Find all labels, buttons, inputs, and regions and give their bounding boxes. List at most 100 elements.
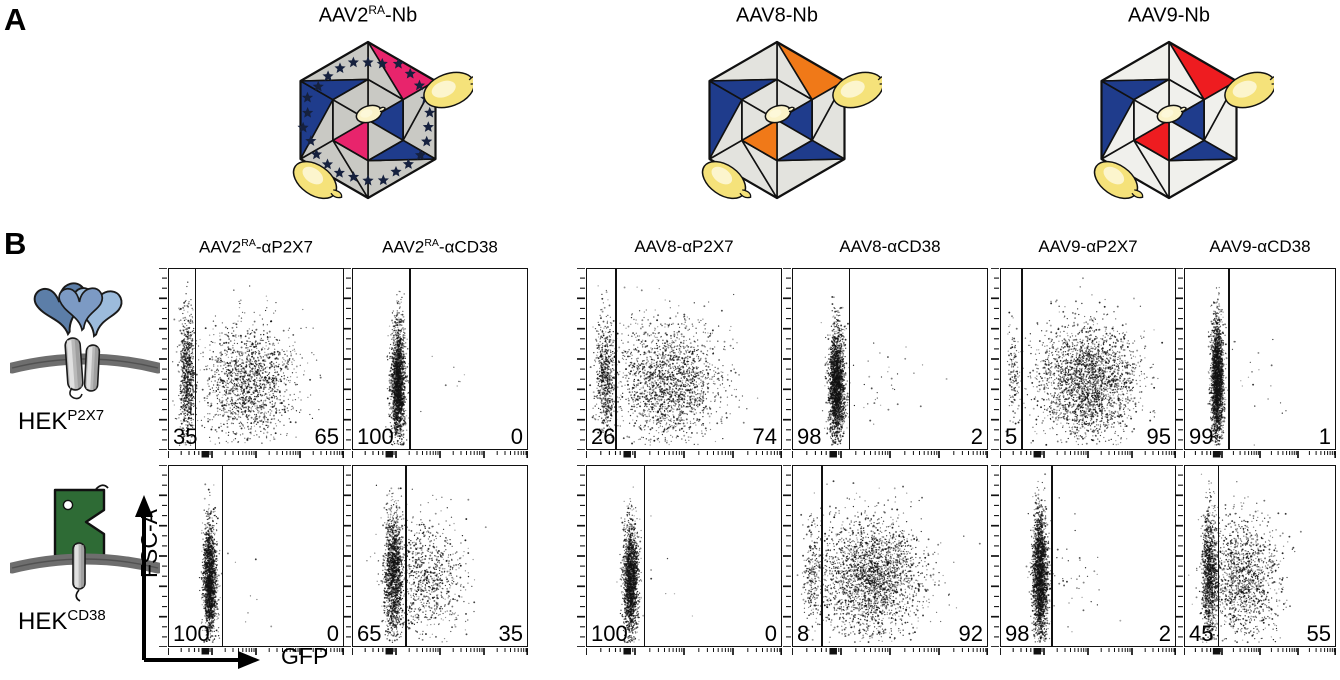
column-title-tail: -αCD38 — [882, 237, 941, 256]
scatter-dots — [169, 269, 343, 449]
y-axis-ticks — [782, 268, 791, 450]
gate-percent-negative: 99 — [1189, 426, 1213, 448]
gate-line[interactable] — [615, 269, 617, 449]
gate-percent-negative: 26 — [591, 426, 615, 448]
gate-line[interactable] — [194, 269, 197, 449]
y-axis-ticks — [342, 268, 351, 450]
column-title-sup: RA — [241, 237, 256, 249]
capsid-title-sup: RA — [368, 3, 385, 17]
gate-percent-negative: 5 — [1005, 426, 1017, 448]
scatter-dots — [353, 466, 527, 646]
scatter-dots — [587, 466, 781, 646]
cell-label-hek-cd38: HEKCD38 — [18, 608, 106, 634]
scatter-dots — [353, 269, 527, 449]
cell-label-hek-p2x7: HEKP2X7 — [18, 408, 104, 434]
column-title-3: AAV8-αCD38 — [792, 238, 988, 255]
column-title-main: AAV2 — [382, 238, 424, 257]
cell-schematic-hek-cd38 — [10, 472, 160, 607]
y-axis-ticks — [782, 465, 791, 647]
cell-label-sup: CD38 — [67, 607, 105, 624]
capsid-diagram-aav2ra — [263, 28, 473, 213]
scatter-dots — [793, 269, 987, 449]
flow-plot[interactable]: 98 2 — [792, 268, 988, 450]
gate-percent-negative: 98 — [1005, 623, 1029, 645]
axis-arrows — [135, 495, 260, 669]
capsid-title-main: AAV9 — [1128, 5, 1178, 27]
flow-plot[interactable]: 100 0 — [586, 465, 782, 647]
gate-line[interactable] — [409, 269, 411, 449]
x-axis-ticks — [352, 451, 528, 460]
gate-line[interactable] — [1051, 466, 1053, 646]
gate-percent-negative: 100 — [357, 426, 394, 448]
column-title-main: AAV2 — [199, 238, 241, 257]
flow-plot[interactable]: 5 95 — [1000, 268, 1176, 450]
capsid-title-main: AAV8 — [736, 5, 786, 27]
gate-percent-negative: 100 — [591, 623, 628, 645]
column-title-tail: -αP2X7 — [677, 237, 734, 256]
gate-line[interactable] — [1021, 269, 1023, 449]
gate-line[interactable] — [221, 466, 224, 646]
panel-a-letter: A — [4, 4, 26, 35]
scatter-dots — [169, 466, 343, 646]
gate-line[interactable] — [1217, 466, 1220, 646]
column-title-2: AAV8-αP2X7 — [586, 238, 782, 255]
y-axis-ticks — [1174, 268, 1183, 450]
cell-schematic-hek-p2x7 — [10, 272, 160, 407]
column-title-tail: -αP2X7 — [256, 238, 313, 257]
gate-percent-negative: 35 — [173, 426, 197, 448]
x-axis-ticks — [586, 648, 782, 657]
flow-plot[interactable]: 8 92 — [792, 465, 988, 647]
gate-line[interactable] — [404, 466, 407, 646]
capsid-title-aav9: AAV9-Nb — [1064, 4, 1274, 26]
gate-percent-negative: 65 — [357, 623, 381, 645]
y-axis-ticks — [990, 268, 999, 450]
y-axis-ticks — [576, 465, 585, 647]
y-axis-ticks — [158, 268, 167, 450]
x-axis-ticks — [352, 648, 528, 657]
scatter-dots — [1001, 466, 1175, 646]
gate-line[interactable] — [848, 269, 851, 449]
flow-plot[interactable]: 100 0 — [168, 465, 344, 647]
column-title-5: AAV9-αCD38 — [1184, 238, 1336, 255]
column-title-main: AAV9 — [1038, 237, 1080, 256]
column-title-1: AAV2RA-αCD38 — [352, 238, 528, 256]
column-title-0: AAV2RA-αP2X7 — [168, 238, 344, 256]
gate-percent-negative: 98 — [797, 426, 821, 448]
flow-plot[interactable]: 65 35 — [352, 465, 528, 647]
gate-percent-positive: 0 — [511, 426, 523, 448]
x-axis-ticks — [1184, 648, 1336, 657]
flow-plot[interactable]: 35 65 — [168, 268, 344, 450]
flow-plot[interactable]: 45 55 — [1184, 465, 1336, 647]
gate-percent-positive: 74 — [753, 426, 777, 448]
x-axis-ticks — [1000, 648, 1176, 657]
flow-plot[interactable]: 26 74 — [586, 268, 782, 450]
x-axis-ticks — [1184, 451, 1336, 460]
column-title-sup: RA — [424, 237, 439, 249]
x-axis-label: GFP — [281, 645, 328, 668]
flow-plot[interactable]: 100 0 — [352, 268, 528, 450]
column-title-4: AAV9-αP2X7 — [1000, 238, 1176, 255]
gate-line[interactable] — [1228, 269, 1230, 449]
capsid-title-tail: -Nb — [786, 5, 818, 27]
capsid-diagram-aav8 — [672, 28, 882, 213]
gate-percent-positive: 35 — [499, 623, 523, 645]
capsid-title-aav8: AAV8-Nb — [672, 4, 882, 26]
y-axis-ticks — [990, 465, 999, 647]
scatter-dots — [1185, 466, 1335, 646]
y-axis-ticks — [576, 268, 585, 450]
gate-percent-negative: 8 — [797, 623, 809, 645]
cell-label-main: HEK — [18, 408, 67, 435]
gate-line[interactable] — [643, 466, 646, 646]
flow-plot[interactable]: 98 2 — [1000, 465, 1176, 647]
x-axis-ticks — [168, 648, 344, 657]
y-axis-ticks — [1174, 465, 1183, 647]
capsid-title-tail: -Nb — [1178, 5, 1210, 27]
gate-percent-negative: 100 — [173, 623, 210, 645]
y-axis-ticks — [342, 465, 351, 647]
gate-percent-positive: 95 — [1147, 426, 1171, 448]
capsid-title-tail: -Nb — [385, 5, 417, 27]
gate-line[interactable] — [821, 466, 823, 646]
flow-plot[interactable]: 99 1 — [1184, 268, 1336, 450]
column-title-tail: -αP2X7 — [1081, 237, 1138, 256]
